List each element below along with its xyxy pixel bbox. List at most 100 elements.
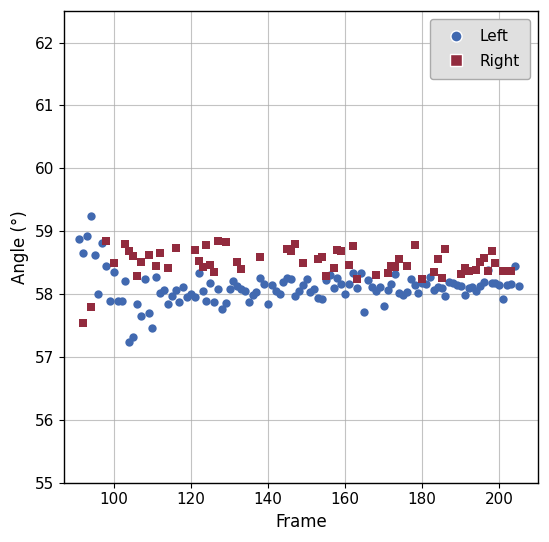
Point xyxy=(283,244,292,253)
Point xyxy=(402,262,411,270)
Point xyxy=(483,266,492,275)
Point xyxy=(425,273,434,282)
Point xyxy=(287,247,295,255)
Point xyxy=(329,284,338,293)
Point xyxy=(210,298,219,307)
Point xyxy=(395,255,404,264)
Point xyxy=(329,263,338,272)
Point xyxy=(383,269,392,278)
Point xyxy=(121,276,130,285)
Point xyxy=(290,240,299,248)
Point xyxy=(237,285,245,293)
Point xyxy=(294,286,303,295)
Point xyxy=(86,212,95,221)
Point xyxy=(514,282,523,291)
Point xyxy=(279,278,288,286)
Point xyxy=(210,268,219,276)
Point xyxy=(141,274,149,283)
Point xyxy=(387,280,396,289)
Point xyxy=(429,286,438,294)
Point xyxy=(472,286,480,295)
Point xyxy=(310,285,319,294)
Point xyxy=(202,241,211,249)
Point xyxy=(460,263,469,272)
Point xyxy=(98,238,107,247)
Point xyxy=(164,263,172,272)
Point xyxy=(391,263,400,272)
Point xyxy=(372,270,380,279)
Point xyxy=(322,276,330,285)
Point xyxy=(191,292,199,301)
Point xyxy=(233,282,242,291)
Point xyxy=(298,259,307,267)
Point xyxy=(194,256,203,265)
Point xyxy=(283,274,292,282)
Point xyxy=(418,279,427,287)
Point xyxy=(248,290,257,299)
Point xyxy=(94,290,103,299)
Point xyxy=(322,272,330,280)
Point xyxy=(360,308,369,317)
Point xyxy=(167,292,176,300)
Point xyxy=(460,291,469,300)
Point xyxy=(206,279,215,287)
Point xyxy=(511,262,519,270)
Point xyxy=(260,280,268,289)
Point xyxy=(152,261,161,270)
Point xyxy=(364,276,373,285)
Point xyxy=(221,237,230,246)
Point xyxy=(456,269,465,278)
Point xyxy=(441,291,450,300)
Point xyxy=(290,291,299,300)
Point xyxy=(402,288,411,297)
Point xyxy=(82,231,91,240)
Point xyxy=(464,283,473,292)
Point xyxy=(475,281,484,290)
Point xyxy=(179,283,188,292)
Point xyxy=(306,288,315,296)
Point xyxy=(456,282,465,291)
Point xyxy=(113,296,122,305)
Point xyxy=(202,296,211,305)
Point xyxy=(244,298,253,306)
Point xyxy=(488,247,496,255)
Point xyxy=(125,247,134,256)
Point xyxy=(194,269,203,278)
Point xyxy=(395,288,404,297)
Point xyxy=(488,279,496,288)
Point xyxy=(318,253,327,261)
Point xyxy=(164,300,172,308)
Point xyxy=(109,259,118,268)
Point xyxy=(507,267,516,275)
Point xyxy=(387,261,396,270)
Point xyxy=(144,309,153,318)
Point xyxy=(240,286,249,295)
Point xyxy=(256,273,265,282)
Point xyxy=(483,266,492,275)
Point xyxy=(441,244,450,253)
Point xyxy=(175,298,184,306)
Point xyxy=(133,272,142,281)
Point xyxy=(472,266,480,275)
Point xyxy=(156,249,165,258)
Point xyxy=(125,338,134,346)
Point xyxy=(449,278,457,287)
Point xyxy=(464,267,473,276)
Point xyxy=(237,264,245,273)
Point xyxy=(137,258,145,267)
Y-axis label: Angle (°): Angle (°) xyxy=(11,210,29,283)
Point xyxy=(406,275,415,283)
Point xyxy=(414,288,423,297)
Point xyxy=(252,288,261,296)
Point xyxy=(345,260,354,269)
Point xyxy=(287,275,295,283)
Point xyxy=(341,289,350,298)
Point xyxy=(437,274,446,282)
Point xyxy=(499,267,508,275)
Legend: Left, Right: Left, Right xyxy=(430,19,530,79)
Point xyxy=(491,278,500,287)
Point xyxy=(133,299,142,308)
Point xyxy=(337,280,346,289)
Point xyxy=(102,262,110,270)
Point xyxy=(479,277,488,286)
